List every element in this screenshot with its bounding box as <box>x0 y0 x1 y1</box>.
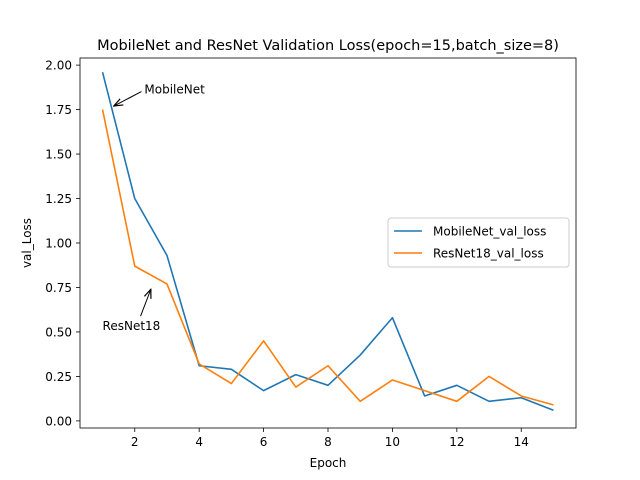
legend-label: MobileNet_val_loss <box>433 225 546 239</box>
y-axis-label: val_Loss <box>20 218 34 268</box>
x-tick-label: 6 <box>260 435 268 449</box>
x-tick-label: 10 <box>385 435 400 449</box>
y-tick-label: 1.50 <box>45 148 72 162</box>
axes-frame <box>79 57 577 429</box>
y-tick-label: 1.25 <box>45 192 72 206</box>
x-tick-label: 8 <box>324 435 332 449</box>
x-tick-label: 12 <box>449 435 464 449</box>
x-axis-label: Epoch <box>310 456 347 470</box>
legend-box <box>387 217 570 268</box>
plot-area: 2 4 6 8 10 12 14 0.00 0.25 0.50 0.75 1.00 1.25 1.50 1.… <box>45 57 577 449</box>
y-tick-label: 0.50 <box>45 325 72 339</box>
y-tick-label: 2.00 <box>45 59 72 73</box>
chart-title: MobileNet and ResNet Validation Loss(epo… <box>97 38 559 54</box>
y-tick-label: 0.00 <box>45 414 72 428</box>
legend: MobileNet_val_loss ResNet18_val_loss <box>387 217 570 268</box>
y-tick-label: 1.75 <box>45 103 72 117</box>
annotation-label: ResNet18 <box>103 319 161 333</box>
y-tick-label: 0.75 <box>45 281 72 295</box>
series-line-resnet18 <box>101 109 554 406</box>
x-tick-label: 2 <box>131 435 139 449</box>
y-tick-label: 0.25 <box>45 370 72 384</box>
x-tick-label: 14 <box>514 435 529 449</box>
x-tick-label: 4 <box>195 435 203 449</box>
annotation-arrow <box>114 91 142 106</box>
legend-label: ResNet18_val_loss <box>433 247 544 261</box>
y-tick-label: 1.00 <box>45 237 72 251</box>
annotation-arrow <box>140 289 151 317</box>
annotation-label: MobileNet <box>144 83 205 97</box>
series-line-mobilenet <box>101 72 554 411</box>
